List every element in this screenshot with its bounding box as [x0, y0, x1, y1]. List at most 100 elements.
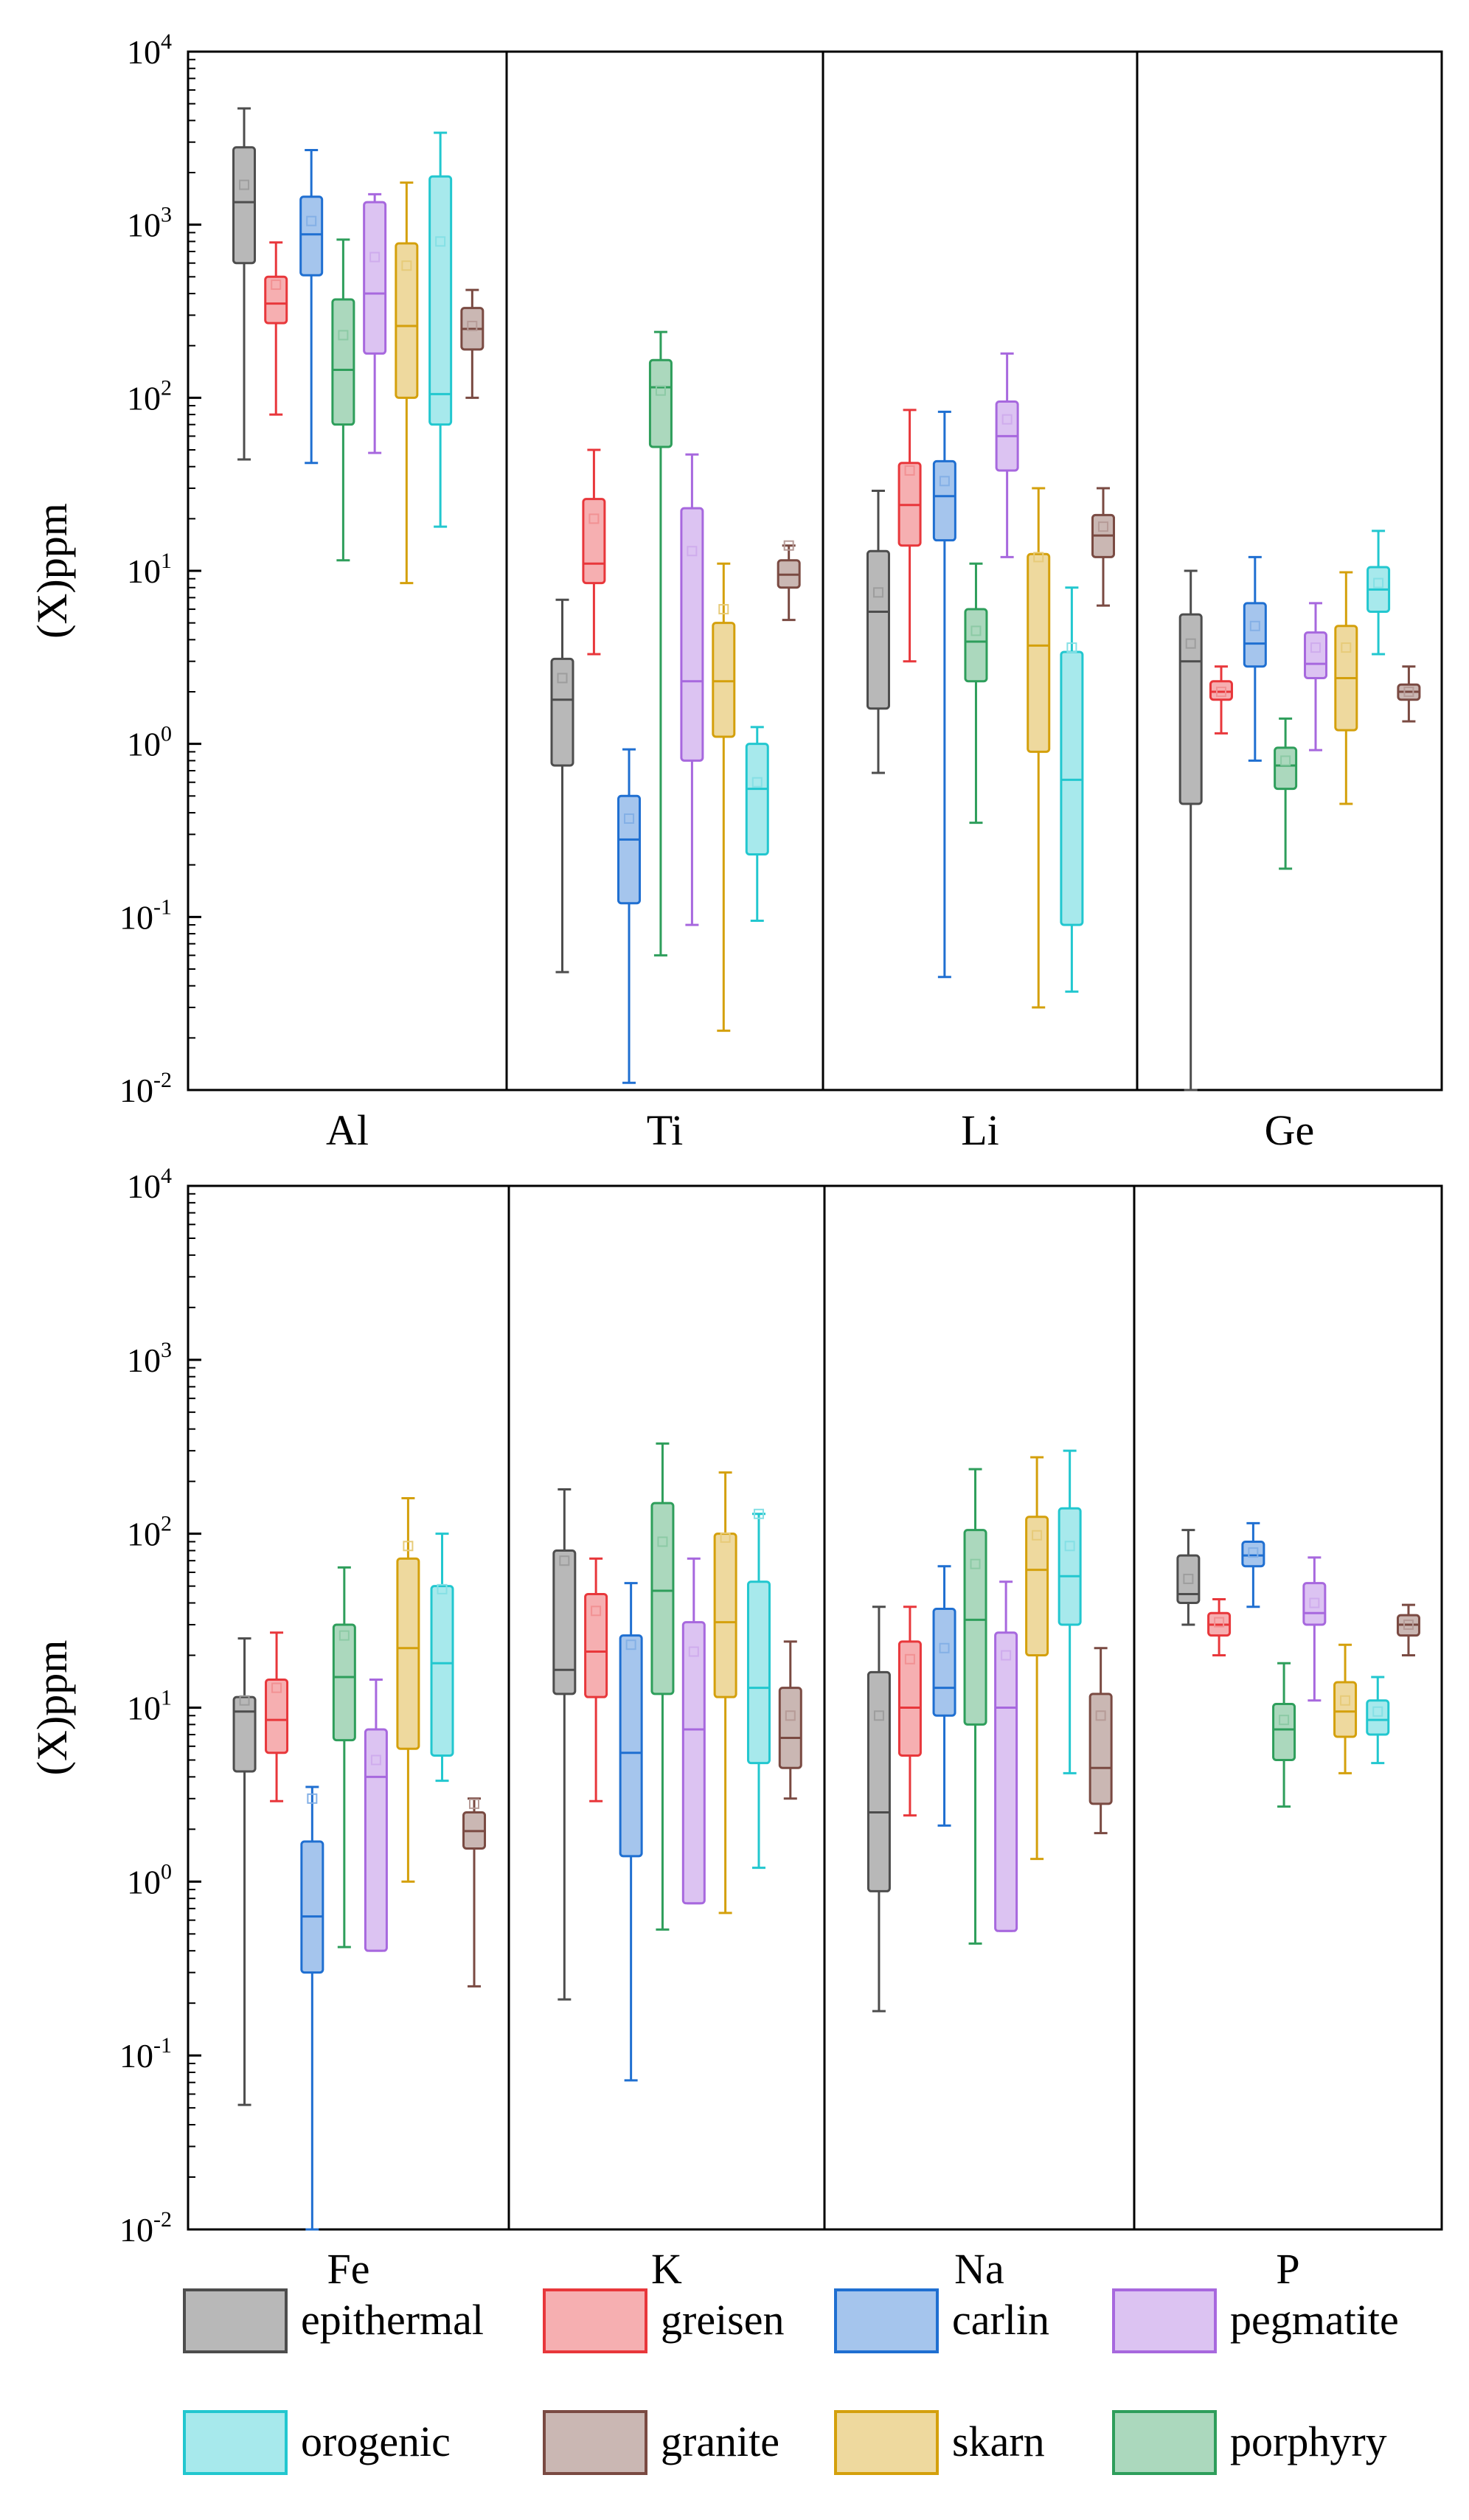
mean-marker: [872, 587, 883, 598]
box-iqr: [712, 622, 736, 738]
box-porphyry: [331, 238, 355, 562]
box-porphyry: [964, 562, 988, 825]
box-granite: [1397, 665, 1421, 723]
box-orogenic: [428, 131, 453, 528]
box-pegmatite: [363, 192, 387, 454]
box-skarn: [1334, 571, 1358, 805]
box-porphyry: [650, 1442, 675, 1931]
box-iqr: [964, 608, 988, 683]
mean-marker: [1215, 687, 1226, 698]
box-carlin: [619, 1582, 643, 2082]
legend-swatch: [1112, 2410, 1217, 2475]
y-tick-label: 10-2: [119, 2207, 172, 2249]
mean-marker: [1066, 642, 1077, 653]
box-greisen: [582, 448, 606, 656]
bottom-panel: 10-2 10-1 100 101 102 103 104 (X)ppm Fe K Na P: [28, 1164, 1443, 2293]
legend-item-skarn: skarn: [834, 2410, 1045, 2475]
box-iqr: [582, 498, 606, 585]
box-porphyry: [963, 1468, 987, 1945]
box-pegmatite: [364, 1678, 388, 1952]
box-pegmatite: [681, 1557, 706, 1905]
mean-marker: [687, 546, 698, 557]
legend-swatch: [183, 2288, 288, 2353]
box-iqr: [1366, 1699, 1390, 1736]
box-iqr: [584, 1592, 608, 1698]
box-carlin: [300, 1785, 324, 2231]
box-iqr: [619, 1634, 643, 1858]
mean-marker: [557, 673, 568, 684]
box-iqr: [867, 1670, 891, 1892]
legend-item-carlin: carlin: [834, 2288, 1049, 2353]
box-epithermal: [232, 107, 257, 461]
box-porphyry: [1272, 1662, 1296, 1808]
mean-marker: [271, 280, 282, 291]
x-category-label: K: [651, 2245, 682, 2293]
box-epithermal: [232, 1637, 257, 2106]
mean-marker: [1372, 1706, 1383, 1717]
mean-marker: [338, 330, 349, 341]
mean-marker: [1064, 1541, 1075, 1552]
mean-marker: [1248, 1547, 1259, 1558]
mean-marker: [239, 1695, 250, 1706]
mean-marker: [338, 1630, 350, 1641]
box-iqr: [713, 1533, 737, 1698]
legend-label: porphyry: [1230, 2417, 1387, 2465]
legend-item-porphyry: porphyry: [1112, 2410, 1387, 2475]
box-pegmatite: [995, 352, 1019, 558]
box-greisen: [264, 241, 288, 416]
box-greisen: [897, 1606, 922, 1817]
mean-marker: [1033, 552, 1044, 563]
mean-marker: [1214, 1617, 1225, 1628]
box-iqr: [963, 1529, 987, 1726]
x-category-label: Ge: [1265, 1106, 1315, 1154]
y-tick-label: 103: [127, 203, 172, 244]
box-iqr: [1209, 680, 1233, 701]
box-orogenic: [746, 1508, 771, 1870]
y-tick-label: 104: [127, 1164, 172, 1205]
legend-swatch: [834, 2288, 939, 2353]
y-axis-title: (X)ppm: [28, 1640, 76, 1776]
mean-marker: [1097, 521, 1108, 532]
mean-marker: [306, 215, 317, 226]
box-granite: [1088, 1647, 1113, 1835]
legend-swatch: [834, 2410, 939, 2475]
box-carlin: [1243, 555, 1267, 762]
box-porphyry: [1274, 717, 1298, 870]
box-iqr: [1178, 613, 1203, 805]
mean-marker: [435, 236, 446, 247]
mean-marker: [559, 1555, 570, 1566]
y-axis-title: (X)ppm: [28, 503, 76, 639]
box-greisen: [1209, 665, 1233, 735]
mean-marker: [467, 320, 478, 331]
box-iqr: [1058, 1507, 1082, 1626]
y-tick-label: 101: [127, 1686, 172, 1727]
legend-item-pegmatite: pegmatite: [1112, 2288, 1399, 2353]
box-iqr: [300, 1840, 324, 1974]
mean-marker: [1373, 577, 1384, 589]
mean-marker: [1183, 1573, 1194, 1584]
x-category-label: Al: [326, 1106, 369, 1154]
x-category-label: P: [1276, 2245, 1299, 2293]
mean-marker: [370, 1754, 381, 1766]
y-tick-label: 100: [127, 1859, 172, 1901]
box-carlin: [1241, 1521, 1265, 1608]
mean-marker: [369, 251, 381, 263]
box-skarn: [1333, 1643, 1358, 1774]
mean-marker: [873, 1710, 884, 1721]
legend-item-epithermal: epithermal: [183, 2288, 484, 2353]
box-skarn: [395, 181, 419, 585]
mean-marker: [1280, 755, 1291, 766]
top-panel: 10-2 10-1 100 101 102 103 104 (X)ppm Al Ti Li Ge: [28, 29, 1443, 1154]
box-iqr: [1272, 1703, 1296, 1761]
box-iqr: [932, 459, 956, 542]
box-skarn: [713, 1471, 737, 1915]
box-iqr: [1333, 1681, 1358, 1738]
box-pegmatite: [1304, 602, 1328, 752]
box-granite: [777, 540, 801, 622]
mean-marker: [1095, 1710, 1106, 1721]
y-tick-label: 10-1: [119, 895, 172, 936]
box-granite: [460, 288, 485, 399]
box-iqr: [1027, 552, 1051, 753]
box-iqr: [364, 1728, 388, 1952]
